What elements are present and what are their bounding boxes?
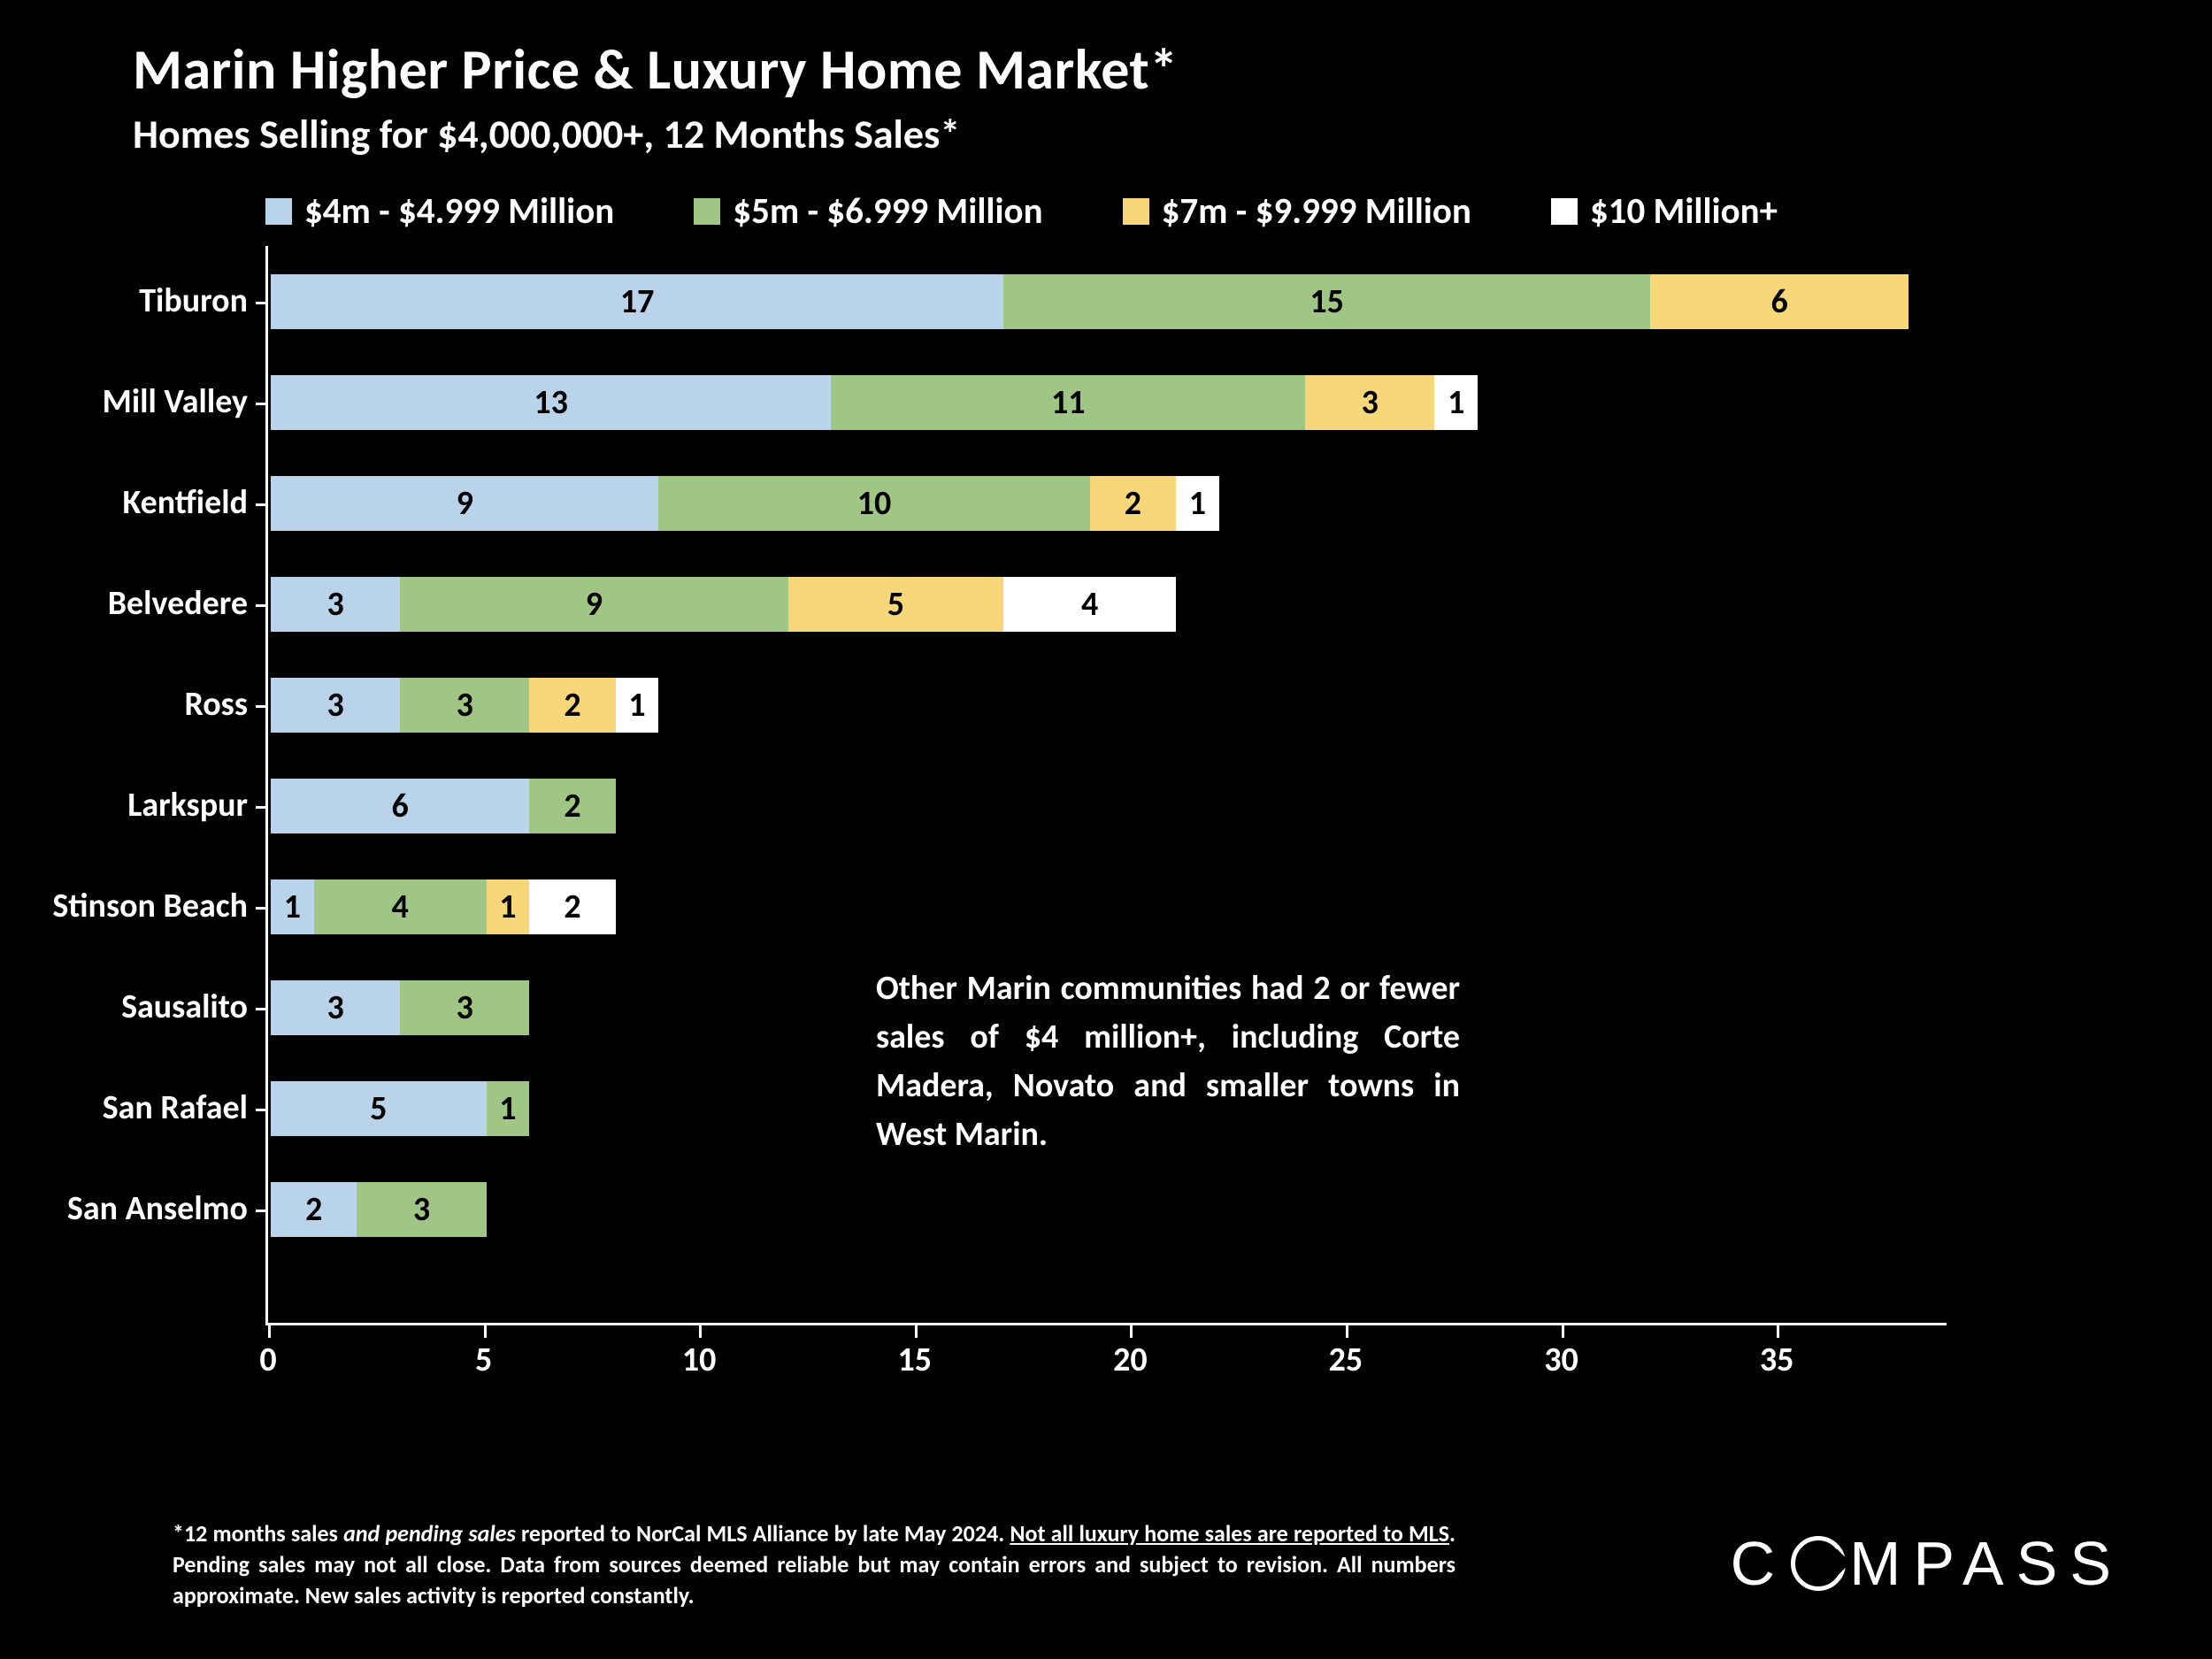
bar-segment: 1 (616, 678, 659, 733)
y-axis-label: Kentfield (18, 482, 248, 523)
bar-segment: 2 (1090, 476, 1176, 531)
bar-row: 3321 (271, 678, 658, 733)
legend-label: $7m - $9.999 Million (1162, 189, 1471, 234)
bar-segment: 1 (1434, 375, 1478, 430)
bar-segment: 3 (271, 980, 400, 1035)
bar-segment: 13 (271, 375, 831, 430)
bar-row: 51 (271, 1081, 529, 1136)
y-axis-label: Belvedere (18, 583, 248, 624)
bar-segment: 17 (271, 274, 1003, 329)
bar-segment: 3 (1305, 375, 1434, 430)
plot-area: Tiburon17156Mill Valley131131Kentfield91… (265, 246, 1947, 1325)
y-axis-label: Sausalito (18, 987, 248, 1027)
legend-swatch (265, 198, 292, 225)
y-axis-label: Ross (18, 684, 248, 725)
x-axis-label: 10 (682, 1340, 717, 1380)
bar-segment: 5 (271, 1081, 487, 1136)
bar-row: 17156 (271, 274, 1909, 329)
chart-region: Tiburon17156Mill Valley131131Kentfield91… (265, 246, 1947, 1379)
x-axis-label: 0 (259, 1340, 276, 1380)
legend-label: $4m - $4.999 Million (304, 189, 614, 234)
bar-segment: 3 (271, 678, 400, 733)
bar-row: 23 (271, 1182, 487, 1237)
bar-segment: 1 (1176, 476, 1219, 531)
brand-post: MPASS (1849, 1528, 2124, 1599)
bar-row: 1412 (271, 879, 616, 934)
legend-item: $7m - $9.999 Million (1123, 189, 1471, 234)
bar-segment: 5 (788, 577, 1004, 632)
y-axis-label: Larkspur (18, 785, 248, 826)
x-axis-label: 30 (1544, 1340, 1578, 1380)
bar-segment: 2 (529, 678, 615, 733)
bar-segment: 3 (400, 678, 529, 733)
x-axis-label: 20 (1113, 1340, 1148, 1380)
bar-segment: 1 (487, 879, 530, 934)
legend-item: $4m - $4.999 Million (265, 189, 614, 234)
bar-segment: 11 (831, 375, 1305, 430)
x-axis-label: 25 (1329, 1340, 1363, 1380)
legend-item: $5m - $6.999 Million (694, 189, 1042, 234)
brand-logo: C MPASS (1731, 1528, 2124, 1599)
bar-segment: 10 (658, 476, 1089, 531)
legend-label: $10 Million+ (1590, 189, 1778, 234)
bar-segment: 3 (271, 577, 400, 632)
y-axis-label: Tiburon (18, 280, 248, 321)
bar-segment: 1 (271, 879, 314, 934)
legend-swatch (1123, 198, 1149, 225)
y-axis-label: San Anselmo (18, 1188, 248, 1229)
bar-segment: 3 (400, 980, 529, 1035)
bar-segment: 2 (271, 1182, 357, 1237)
footnote-mid: reported to NorCal MLS Alliance by late … (516, 1519, 1010, 1548)
legend-swatch (694, 198, 720, 225)
footnote: *12 months sales and pending sales repor… (173, 1518, 1455, 1611)
x-axis-label: 35 (1760, 1340, 1794, 1380)
legend: $4m - $4.999 Million $5m - $6.999 Million… (265, 189, 1947, 234)
bar-row: 91021 (271, 476, 1219, 531)
title-block: Marin Higher Price & Luxury Home Market*… (133, 35, 1179, 159)
chart-title: Marin Higher Price & Luxury Home Market* (133, 35, 1179, 104)
bar-row: 62 (271, 779, 616, 833)
bar-segment: 15 (1003, 274, 1650, 329)
y-axis-label: Mill Valley (18, 381, 248, 422)
x-axis-label: 15 (898, 1340, 933, 1380)
compass-o-icon (1791, 1536, 1846, 1591)
chart-subtitle: Homes Selling for $4,000,000+, 12 Months… (133, 110, 1179, 159)
bar-row: 3954 (271, 577, 1176, 632)
bar-segment: 6 (1650, 274, 1909, 329)
footnote-underline: Not all luxury home sales are reported t… (1010, 1519, 1449, 1548)
bar-segment: 9 (400, 577, 787, 632)
legend-label: $5m - $6.999 Million (733, 189, 1042, 234)
bar-segment: 4 (1003, 577, 1176, 632)
bar-segment: 4 (314, 879, 487, 934)
bar-segment: 2 (529, 879, 615, 934)
y-axis-label: San Rafael (18, 1087, 248, 1128)
bar-segment: 6 (271, 779, 529, 833)
bar-row: 33 (271, 980, 529, 1035)
bar-segment: 9 (271, 476, 658, 531)
legend-swatch (1551, 198, 1578, 225)
legend-item: $10 Million+ (1551, 189, 1778, 234)
y-axis-label: Stinson Beach (18, 886, 248, 926)
chart-annotation: Other Marin communities had 2 or fewer s… (876, 964, 1460, 1159)
footnote-pre: *12 months sales (173, 1519, 343, 1548)
x-axis-label: 5 (475, 1340, 492, 1380)
brand-pre: C (1731, 1528, 1788, 1599)
footnote-em: and pending sales (343, 1519, 516, 1548)
bar-segment: 2 (529, 779, 615, 833)
bar-segment: 3 (357, 1182, 486, 1237)
bar-segment: 1 (487, 1081, 530, 1136)
bar-row: 131131 (271, 375, 1478, 430)
